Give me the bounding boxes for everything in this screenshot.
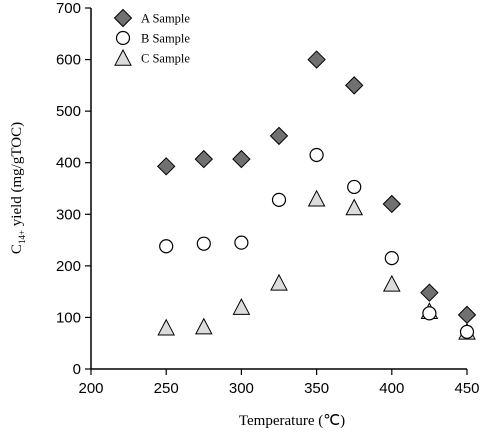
y-axis-title: C14+ yield (mg/gTOC): [9, 122, 27, 254]
y-axis-title-subscript: 14+: [17, 230, 27, 244]
data-point: [345, 198, 364, 216]
legend-item: A Sample: [113, 8, 190, 28]
y-tick-label: 500: [56, 103, 81, 120]
legend-marker: [114, 48, 132, 66]
legend-label: C Sample: [141, 52, 190, 66]
y-tick-label: 700: [56, 0, 81, 17]
x-tick-label: 300: [229, 380, 254, 397]
data-point: [156, 157, 176, 176]
legend-item: C Sample: [114, 48, 190, 66]
y-tick-label: 0: [73, 361, 81, 378]
legend-label: B Sample: [141, 32, 190, 46]
data-point: [270, 273, 288, 291]
legend-marker: [115, 30, 131, 46]
data-point: [232, 149, 251, 169]
data-point: [457, 305, 477, 325]
data-point: [269, 126, 289, 146]
y-tick-label: 300: [56, 206, 81, 223]
data-point: [422, 306, 437, 321]
data-point: [382, 274, 401, 292]
data-point: [344, 76, 364, 95]
legend: A Sample B Sample C Sample: [113, 8, 190, 66]
axes: [90, 8, 467, 370]
y-tick-label: 400: [56, 155, 81, 172]
data-point: [271, 192, 287, 207]
data-point: [234, 235, 249, 250]
data-point: [194, 317, 213, 335]
x-tick-label: 350: [304, 380, 329, 397]
legend-label: A Sample: [141, 12, 190, 26]
data-point: [309, 147, 324, 163]
data-point: [459, 324, 475, 339]
data-point: [157, 318, 176, 336]
data-point: [196, 236, 211, 251]
data-point: [420, 283, 439, 302]
series-diamond: [156, 50, 477, 325]
y-axis-title-main: C: [9, 244, 25, 254]
data-point: [347, 179, 362, 195]
data-point: [384, 251, 399, 266]
y-axis-title-rest: yield (mg/gTOC): [9, 122, 25, 230]
data-point: [307, 189, 326, 207]
data-point: [232, 298, 251, 315]
x-tick-label: 250: [154, 380, 179, 397]
data-point: [307, 50, 326, 69]
x-tick-label: 450: [454, 380, 479, 397]
y-tick-label: 600: [56, 52, 81, 69]
data-point: [159, 239, 174, 254]
tick-marks: [85, 7, 468, 375]
series-circle: [159, 147, 475, 339]
tick-labels: 200 250 300 350 400 450 0 100 200 300 400 500 600 700: [56, 0, 480, 397]
y-tick-label: 200: [56, 258, 81, 275]
legend-marker: [113, 8, 133, 28]
data-series: [156, 50, 477, 340]
legend-item: B Sample: [115, 30, 190, 46]
x-axis-title: Temperature (℃): [239, 413, 345, 429]
x-tick-label: 200: [78, 380, 103, 397]
x-tick-label: 400: [379, 380, 404, 397]
y-tick-label: 100: [56, 309, 81, 326]
data-point: [194, 149, 214, 169]
data-point: [382, 194, 402, 214]
